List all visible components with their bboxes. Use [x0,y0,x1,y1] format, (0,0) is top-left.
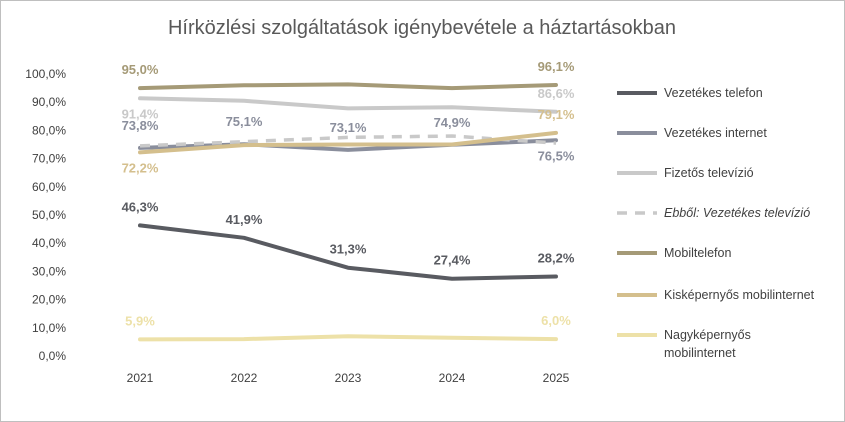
data-label: 75,1% [226,114,263,129]
series-line-2 [138,96,558,114]
data-label: 73,8% [122,118,159,133]
data-labels: 46,3% 41,9% 31,3% 27,4% 28,2% 73,8% 75,1% 73,1%… [122,59,575,328]
x-tick-label: 2025 [543,371,570,385]
x-axis: 2021 2022 2023 2024 2025 [127,371,570,385]
data-label: 46,3% [122,199,159,214]
y-tick-label: 20,0% [32,293,66,307]
series-line-6 [138,334,558,342]
legend-label: Vezetékes internet [664,126,767,140]
chart-title: Hírközlési szolgáltatások igénybevétele … [168,17,676,39]
x-tick-label: 2024 [439,371,466,385]
y-tick-label: 40,0% [32,236,66,250]
data-label: 96,1% [538,59,575,74]
legend-label: Vezetékes telefon [664,86,763,100]
legend-label: Kisképernyős mobilinternet [664,288,815,302]
legend-label: Fizetős televízió [664,166,754,180]
data-label: 31,3% [330,242,367,257]
series-line-0 [138,223,558,281]
data-label: 95,0% [122,62,159,77]
y-axis: 0,0% 10,0% 20,0% 30,0% 40,0% 50,0% 60,0% 70,0% 8… [25,67,66,363]
data-label: 91,4% [122,106,159,121]
y-tick-label: 0,0% [39,349,67,363]
legend-label: Mobiltelefon [664,246,731,260]
series-line-3 [139,134,557,148]
data-label: 76,5% [538,148,575,163]
data-label: 41,9% [226,212,263,227]
y-tick-label: 10,0% [32,321,66,335]
x-tick-label: 2022 [231,371,258,385]
data-label: 86,6% [538,86,575,101]
data-label: 79,1% [538,107,575,122]
y-tick-label: 50,0% [32,208,66,222]
y-tick-label: 90,0% [32,95,66,109]
series-line-1 [138,138,558,152]
y-tick-label: 70,0% [32,152,66,166]
y-tick-label: 100,0% [25,67,66,81]
y-tick-label: 30,0% [32,264,66,278]
data-label: 74,9% [434,115,471,130]
legend-label: Nagyképernyős mobilinternet [664,328,751,360]
data-label: 6,0% [541,313,571,328]
y-tick-label: 60,0% [32,180,66,194]
y-tick-label: 80,0% [32,123,66,137]
legend: Vezetékes telefon Vezetékes internet Fizet… [617,86,815,360]
series-line-4 [138,82,558,91]
data-label: 28,2% [538,250,575,265]
x-tick-label: 2021 [127,371,154,385]
series-line-5 [138,130,558,155]
series-layer [138,82,558,342]
data-label: 73,1% [330,120,367,135]
legend-label: Ebből: Vezetékes televízió [664,206,810,220]
data-label: 5,9% [125,313,155,328]
data-label: 72,2% [122,160,159,175]
data-label: 27,4% [434,253,471,268]
x-tick-label: 2023 [335,371,362,385]
